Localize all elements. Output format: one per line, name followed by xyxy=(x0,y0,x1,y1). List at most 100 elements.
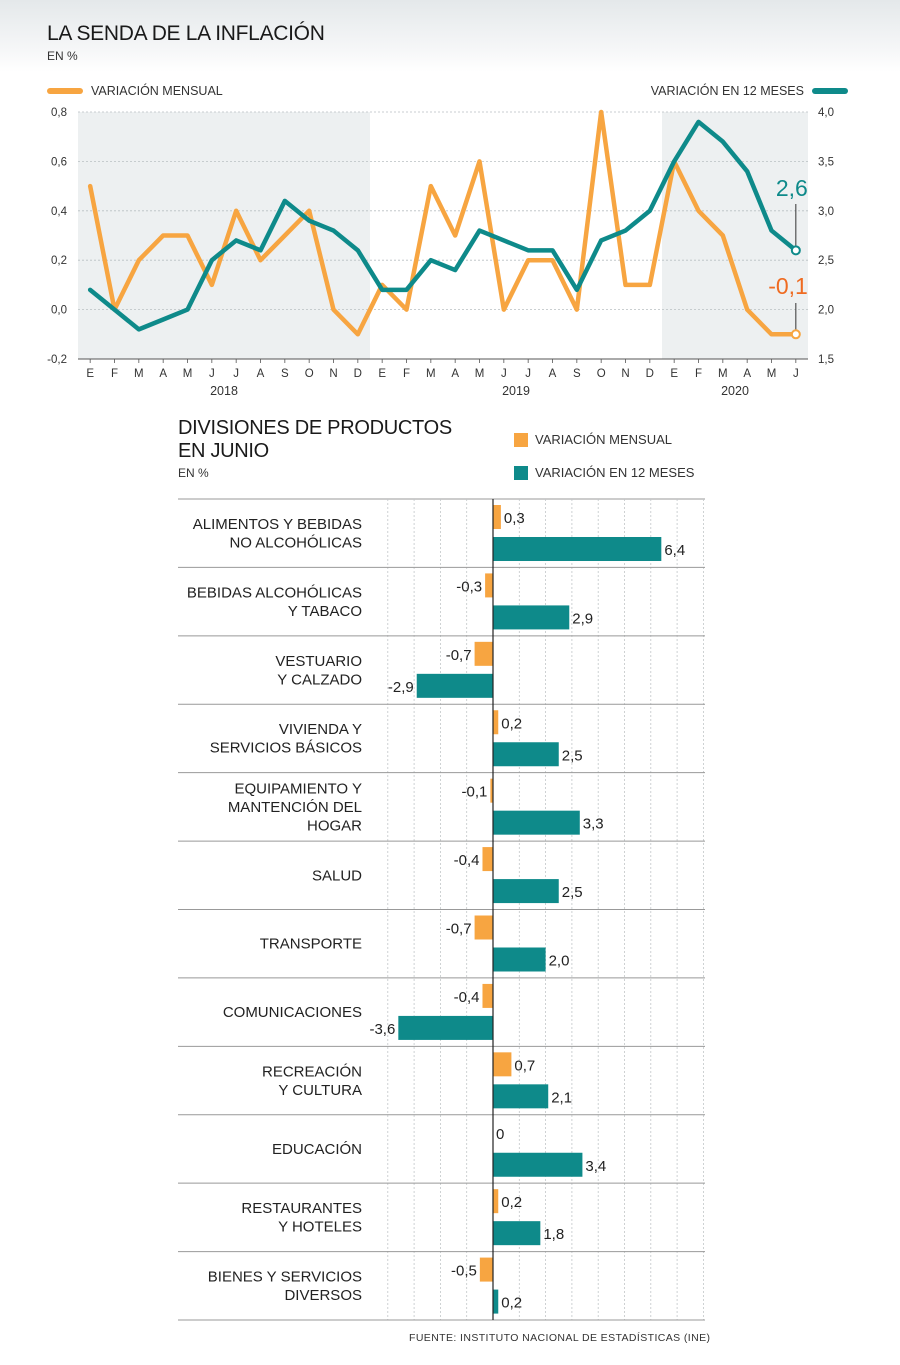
x-tick-label: A xyxy=(257,368,265,380)
x-tick-label: J xyxy=(209,368,215,380)
x-tick-label: N xyxy=(329,368,337,380)
bar-legend-annual-swatch xyxy=(514,465,528,480)
line-chart: -0,2 0,0 0,2 0,4 0,6 0,8 1,5 2,0 2,5 3,0 3,5 4,0 E F M… xyxy=(47,107,834,398)
category-label: EDUCACIÓN xyxy=(272,1141,362,1158)
shaded-year-0 xyxy=(78,112,370,359)
annual-bar xyxy=(493,537,662,561)
y-right-tick-label: 3,0 xyxy=(818,206,834,218)
monthly-value-label: -0,7 xyxy=(446,921,472,938)
source-note: FUENTE: INSTITUTO NACIONAL DE ESTADÍSTIC… xyxy=(409,1332,711,1344)
annual-value-label: 0,2 xyxy=(501,1295,522,1312)
monthly-bar xyxy=(485,573,493,598)
monthly-value-label: 0,7 xyxy=(514,1057,535,1074)
category-label: TRANSPORTE xyxy=(260,936,362,953)
monthly-bar xyxy=(474,915,493,940)
bar-legend-annual-label: VARIACIÓN EN 12 MESES xyxy=(535,465,695,480)
x-tick-label: M xyxy=(426,368,436,380)
y-left-tick-label: -0,2 xyxy=(47,354,67,366)
y-left-tick-label: 0,8 xyxy=(51,107,67,119)
x-tick-label: M xyxy=(183,368,193,380)
annual-value-label: -3,6 xyxy=(369,1021,395,1038)
annual-bar xyxy=(493,1221,541,1246)
category-label: MANTENCIÓN DEL xyxy=(228,799,362,816)
x-tick-label: F xyxy=(403,368,410,380)
annual-value-label: -2,9 xyxy=(388,679,414,696)
x-tick-label: J xyxy=(525,368,531,380)
monthly-value-label: -0,7 xyxy=(446,647,472,664)
x-tick-label: D xyxy=(354,368,362,380)
monthly-bar xyxy=(493,505,501,529)
monthly-bar xyxy=(490,778,493,803)
category-label: Y HOTELES xyxy=(278,1219,362,1236)
x-tick-label: J xyxy=(233,368,239,380)
annual-bar xyxy=(493,810,580,835)
category-label: ALIMENTOS Y BEBIDAS xyxy=(193,516,362,533)
category-label: SERVICIOS BÁSICOS xyxy=(210,740,362,757)
monthly-bar xyxy=(482,983,493,1008)
bar-chart-title-line1: DIVISIONES DE PRODUCTOS xyxy=(178,417,452,439)
monthly-bar xyxy=(482,847,493,872)
x-tick-label: A xyxy=(159,368,167,380)
y-left-tick-label: 0,6 xyxy=(51,156,67,168)
y-right-tick-label: 1,5 xyxy=(818,354,834,366)
monthly-series-line xyxy=(87,109,799,337)
annual-value-label: 2,9 xyxy=(572,610,593,627)
annual-value-label: 2,5 xyxy=(562,884,583,901)
x-tick-label: M xyxy=(475,368,485,380)
monthly-value-label: 0,2 xyxy=(501,1194,522,1211)
monthly-value-label: 0,2 xyxy=(501,715,522,732)
bar-chart-title-line2: EN JUNIO xyxy=(178,440,269,462)
bar-legend-monthly: VARIACIÓN MENSUAL xyxy=(514,432,672,447)
bar-legend-annual: VARIACIÓN EN 12 MESES xyxy=(514,465,694,480)
x-tick-label: E xyxy=(86,368,94,380)
y-right-tick-label: 3,5 xyxy=(818,156,834,168)
annual-value-label: 3,4 xyxy=(585,1158,606,1175)
x-tick-label: M xyxy=(134,368,144,380)
bar-legend-monthly-swatch xyxy=(514,432,528,447)
y-right-tick-label: 2,5 xyxy=(818,255,834,267)
monthly-value-label: 0 xyxy=(496,1126,504,1143)
y-right-tick-label: 2,0 xyxy=(818,305,834,317)
y-right-tick-label: 4,0 xyxy=(818,107,834,119)
x-tick-label: F xyxy=(111,368,118,380)
category-label: HOGAR xyxy=(307,817,362,834)
x-tick-label: J xyxy=(793,368,799,380)
x-tick-label: M xyxy=(718,368,728,380)
legend-annual: VARIACIÓN EN 12 MESES xyxy=(651,84,848,98)
category-label: VIVIENDA Y xyxy=(279,721,362,738)
bar-chart-title: DIVISIONES DE PRODUCTOS EN JUNIO xyxy=(178,417,452,463)
category-label: RESTAURANTES xyxy=(241,1200,362,1217)
monthly-bar xyxy=(493,710,499,735)
category-label: COMUNICACIONES xyxy=(223,1004,362,1021)
category-label: EQUIPAMIENTO Y xyxy=(234,780,362,797)
annual-bar xyxy=(493,1289,499,1314)
monthly-bar xyxy=(474,641,493,666)
annual-bar xyxy=(493,1152,583,1177)
category-label: SALUD xyxy=(312,867,362,884)
category-label: NO ALCOHÓLICAS xyxy=(229,534,362,551)
monthly-value-label: -0,4 xyxy=(454,989,480,1006)
monthly-value-label: -0,3 xyxy=(456,578,482,595)
annual-bar xyxy=(493,947,546,972)
x-tick-label: O xyxy=(305,368,314,380)
year-label: 2019 xyxy=(502,384,530,398)
x-tick-label: A xyxy=(451,368,459,380)
monthly-bar xyxy=(493,1052,512,1077)
annual-end-marker xyxy=(790,245,801,256)
legend-monthly-label: VARIACIÓN MENSUAL xyxy=(91,84,223,98)
x-tick-label: O xyxy=(597,368,606,380)
x-tick-label: E xyxy=(670,368,678,380)
annual-last-value-label: 2,6 xyxy=(776,175,808,201)
annual-bar xyxy=(493,1084,549,1109)
x-tick-label: A xyxy=(743,368,751,380)
year-label: 2020 xyxy=(721,384,749,398)
monthly-value-label: -0,1 xyxy=(462,784,488,801)
annual-value-label: 6,4 xyxy=(664,542,685,559)
annual-bar xyxy=(493,605,570,630)
category-label: Y TABACO xyxy=(288,603,362,620)
annual-value-label: 2,0 xyxy=(549,953,570,970)
category-label: Y CALZADO xyxy=(277,671,362,688)
monthly-value-label: -0,5 xyxy=(451,1263,477,1280)
